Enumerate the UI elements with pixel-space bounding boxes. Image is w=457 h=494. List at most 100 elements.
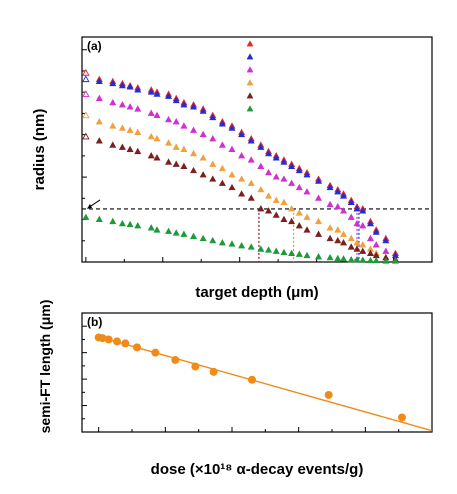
series-3-point (280, 198, 288, 206)
panel-b-x-axis-label: dose (×10¹⁸ α-decay events/g) (151, 461, 364, 478)
series-1-point (218, 120, 226, 127)
series-1-point (172, 96, 180, 104)
series-2-point (190, 126, 198, 133)
legend-marker-0 (246, 40, 254, 47)
series-1-point (295, 166, 303, 174)
series-4-point (126, 145, 134, 152)
series-2-point (372, 241, 380, 248)
data-point (151, 348, 160, 357)
series-3-point (247, 179, 255, 186)
panel-a-points (82, 68, 400, 264)
series-4-point (153, 154, 161, 161)
series-5-point (109, 217, 117, 225)
series-0-point (82, 68, 90, 76)
series-2-point (82, 90, 90, 97)
threshold-arrowhead (87, 203, 92, 209)
series-3-point (180, 145, 188, 152)
series-5-point (153, 226, 161, 233)
series-2-point (359, 222, 367, 229)
panel-b: (b) dose (×10¹⁸ α-decay events/g) semi-F… (37, 300, 433, 478)
series-4-point (209, 175, 217, 182)
series-2-point (238, 152, 246, 159)
series-3-point (347, 234, 355, 242)
legend-marker-1 (246, 53, 254, 60)
series-4-point (303, 226, 311, 233)
panel-a-y-axis-label: radius (nm) (31, 109, 48, 191)
series-1-point (334, 188, 342, 195)
series-3-point (315, 217, 323, 225)
series-1-point (153, 90, 161, 97)
panel-b-points (94, 333, 406, 422)
series-1-point (209, 113, 217, 121)
series-2-point (228, 145, 236, 152)
data-point (113, 337, 121, 346)
series-4-point (95, 137, 103, 144)
series-5-point (326, 253, 334, 261)
data-point (171, 355, 180, 364)
data-point (324, 390, 333, 399)
data-point (133, 343, 141, 352)
series-5-point (147, 224, 155, 231)
series-3-point (238, 175, 246, 182)
series-3-point (209, 160, 217, 167)
series-1-point (180, 101, 188, 108)
series-1-point (247, 137, 255, 144)
series-5-point (382, 257, 390, 264)
series-1-point (372, 228, 380, 235)
series-3-point (118, 124, 126, 131)
series-1-point (257, 143, 265, 150)
series-4-point (340, 239, 348, 246)
series-4-point (359, 247, 367, 254)
series-4-point (172, 160, 180, 167)
series-5-point (126, 220, 134, 228)
series-4-point (315, 230, 323, 237)
series-1-point (340, 192, 348, 199)
series-3-point (218, 164, 226, 172)
series-3-point (126, 126, 134, 133)
series-1-point (228, 124, 236, 131)
series-3-point (353, 239, 361, 246)
series-4-point (82, 132, 90, 140)
series-3-point (134, 128, 142, 135)
series-1-point (315, 177, 323, 184)
series-2-point (382, 247, 390, 254)
series-1-point (353, 205, 361, 212)
series-5-point (238, 242, 246, 249)
series-4-point (288, 217, 296, 225)
series-2-point (209, 135, 217, 142)
series-2-point (218, 141, 226, 148)
series-2-point (247, 156, 255, 163)
series-3-point (147, 132, 155, 140)
series-3-point (82, 111, 90, 119)
series-4-point (238, 190, 246, 197)
series-4-point (180, 162, 188, 169)
series-5-point (265, 246, 273, 253)
series-4-point (165, 158, 173, 165)
panel-b-axes (82, 325, 433, 433)
series-5-point (353, 256, 361, 263)
data-point (248, 375, 256, 384)
series-2-point (165, 115, 173, 123)
series-5-point (209, 236, 217, 244)
series-2-point (134, 105, 142, 112)
series-5-point (280, 248, 288, 256)
data-point (398, 413, 406, 422)
legend-marker-2 (246, 66, 254, 73)
series-5-point (303, 251, 311, 259)
series-4-point (265, 207, 273, 214)
panel-b-fit-line (98, 336, 433, 432)
series-4-point (353, 245, 361, 252)
series-4-point (134, 147, 142, 155)
series-2-point (199, 130, 207, 138)
series-4-point (218, 179, 226, 186)
series-1-point (238, 130, 246, 138)
series-5-point (190, 232, 198, 239)
series-3-point (109, 122, 117, 129)
series-3-point (326, 224, 334, 231)
series-2-point (109, 98, 117, 106)
series-2-point (353, 219, 361, 227)
series-4-point (334, 236, 342, 244)
panel-a-axes (82, 49, 395, 263)
panel-a-legend (246, 40, 254, 112)
series-1-point (382, 236, 390, 244)
